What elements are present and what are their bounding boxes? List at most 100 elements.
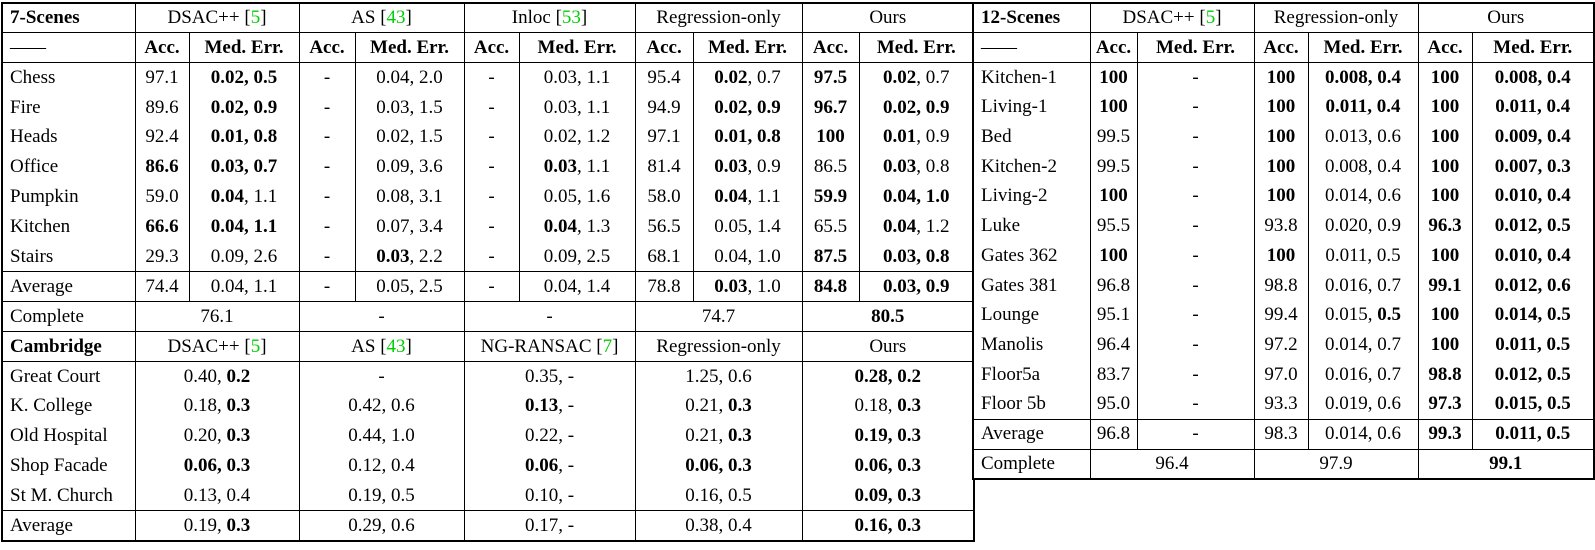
best-value: 0.011, 0.5	[1495, 423, 1571, 445]
table-12scenes: 12-Scenes DSAC++ [5] Regression-only Ours ——…	[972, 2, 1595, 480]
acc-cell: 98.8	[1417, 360, 1473, 390]
value: 0.05, 1.4	[714, 216, 781, 238]
value-cell: 1.25, 0.6	[634, 361, 803, 392]
value: 98.3	[1264, 423, 1298, 445]
method-name: DSAC++ [	[167, 335, 251, 357]
value: 0.03, 1.1	[543, 66, 611, 88]
value: 0.17, -	[524, 514, 575, 536]
acc-cell: 89.6	[134, 92, 190, 123]
acc-cell: 81.4	[634, 152, 694, 183]
acc-cell: 100	[1089, 181, 1138, 212]
acc-cell: -	[463, 182, 520, 213]
value-cell: 0.19, 0.3	[801, 421, 975, 452]
value: -	[488, 275, 495, 297]
acc-cell: 100	[1089, 241, 1138, 271]
table-row: K. College 0.18, 0.3 0.42, 0.6 0.13, -0.21,…	[1, 391, 975, 422]
citation-link[interactable]: 43	[386, 335, 406, 357]
value: 0.011, 0.5	[1325, 244, 1401, 266]
acc-cell: 96.8	[1089, 419, 1138, 450]
med-err-cell: -	[1136, 419, 1255, 450]
complete-value-cell: 97.9	[1253, 448, 1419, 479]
med-err-cell: 0.04, 2.0	[354, 62, 465, 93]
acc-cell: 66.6	[134, 212, 190, 242]
subheader-acc: Acc.	[1417, 32, 1473, 63]
group-header-cell: DSAC++ [5]	[1089, 3, 1255, 33]
value: -	[488, 186, 495, 208]
value: -	[488, 126, 495, 148]
best-value: 0.007, 0.3	[1494, 155, 1571, 177]
best-value: 0.02	[714, 66, 748, 88]
med-err-cell: 0.014, 0.7	[1307, 330, 1419, 360]
med-err-cell: 0.03, 0.7	[188, 152, 300, 183]
best-value: 0.06, 0.3	[183, 455, 251, 477]
best-value: 0.3	[728, 425, 752, 447]
value: 95.4	[647, 66, 681, 88]
best-value: 0.04	[543, 216, 578, 238]
value: 0.04, 2.0	[376, 66, 443, 88]
table-row: Average 74.4 0.04, 1.1 - 0.05, 2.5 - 0.04, 1.4…	[1, 271, 975, 302]
med-err-cell: 0.008, 0.4	[1307, 62, 1419, 93]
value-cell: 0.29, 0.6	[298, 510, 465, 541]
acc-cell: -	[298, 182, 356, 213]
group-header-cell: AS [43]	[298, 3, 465, 33]
citation-link[interactable]: 5	[250, 335, 261, 357]
value: 78.8	[647, 275, 681, 297]
best-value: 80.5	[871, 305, 905, 327]
best-value: 0.5	[1377, 304, 1401, 326]
value: -	[1192, 423, 1199, 445]
acc-cell: 94.9	[634, 92, 694, 123]
citation-link[interactable]: 53	[561, 7, 581, 29]
med-err-cell: 0.04, 1.1	[692, 182, 803, 213]
scene-name-cell: K. College	[1, 391, 136, 422]
subheader-med: Med. Err.	[518, 32, 636, 63]
value: , 1.1	[577, 156, 611, 178]
section-title: 12-Scenes	[981, 7, 1061, 29]
acc-cell: 99.3	[1417, 419, 1473, 450]
scene-name-cell: Kitchen-2	[972, 151, 1091, 182]
best-value: 0.010, 0.4	[1494, 244, 1571, 266]
subheader-acc: Acc.	[463, 32, 520, 63]
med-err-cell: -	[1136, 389, 1255, 420]
citation-link[interactable]: 7	[602, 335, 613, 357]
best-value: 100	[1099, 96, 1128, 118]
method-name: Regression-only	[656, 335, 781, 357]
citation-link[interactable]: 5	[1205, 7, 1216, 29]
value-cell: 0.13, 0.4	[134, 481, 300, 511]
med-err-cell: 0.04, 1.3	[518, 212, 636, 242]
best-value: 0.02, 0.5	[210, 66, 278, 88]
acc-cell: 97.3	[1417, 389, 1473, 420]
best-value: 100	[1099, 244, 1128, 266]
group-header-cell: Ours	[801, 331, 975, 362]
method-name: AS [	[351, 7, 387, 29]
subheader-med: Med. Err.	[188, 32, 300, 63]
value: 0.42, 0.6	[348, 395, 415, 417]
value: 95.0	[1096, 393, 1131, 415]
acc-cell: -	[463, 271, 520, 302]
med-err-cell: 0.009, 0.4	[1471, 122, 1595, 152]
value: 0.020, 0.9	[1325, 215, 1401, 237]
scene-name-cell: Manolis	[972, 330, 1091, 360]
scene-name-cell: Kitchen-1	[972, 62, 1091, 93]
citation-link[interactable]: 43	[386, 7, 406, 29]
med-err-cell: 0.02, 0.5	[188, 62, 300, 93]
value: 0.014, 0.6	[1325, 423, 1401, 445]
best-value: 0.03	[376, 245, 410, 267]
value: 0.09, 2.5	[543, 245, 611, 267]
value: -	[1192, 393, 1199, 415]
best-value: 0.02	[883, 66, 917, 88]
acc-cell: 97.1	[134, 62, 190, 93]
scene-name-cell: Bed	[972, 122, 1091, 152]
acc-cell: 100	[1417, 330, 1473, 360]
value: 0.12, 0.4	[348, 455, 415, 477]
acc-cell: 96.7	[801, 92, 860, 123]
method-name: AS [	[351, 335, 387, 357]
citation-link[interactable]: 5	[250, 7, 261, 29]
value: 0.008, 0.4	[1325, 155, 1401, 177]
table-row: Floor5a 83.7 - 97.0 0.016, 0.7 98.8 0.012, 0.5	[972, 360, 1595, 390]
value: 0.03, 1.5	[376, 96, 443, 118]
med-err-cell: 0.03, 0.8	[858, 152, 975, 183]
med-err-cell: -	[1136, 270, 1255, 301]
value: , 1.3	[577, 216, 611, 238]
med-err-cell: 0.09, 2.5	[518, 242, 636, 272]
complete-value-cell: 96.4	[1089, 448, 1255, 479]
